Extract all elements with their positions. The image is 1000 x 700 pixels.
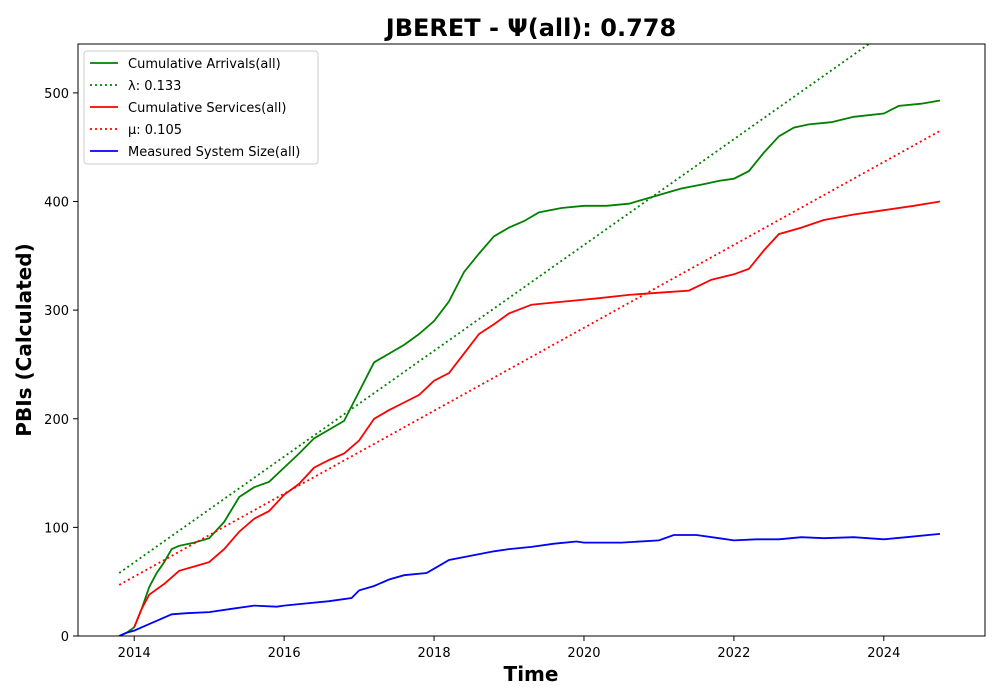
- y-tick-label: 300: [44, 304, 69, 319]
- x-tick-label: 2022: [717, 646, 750, 661]
- plot-area: [118, 44, 941, 636]
- x-tick-label: 2024: [867, 646, 900, 661]
- x-tick-label: 2016: [268, 646, 301, 661]
- series-line-3: [118, 130, 941, 586]
- legend-label-2: Cumulative Services(all): [128, 101, 286, 116]
- series-line-0: [118, 99, 941, 636]
- y-tick-label: 500: [44, 87, 69, 102]
- x-tick-label: 2018: [418, 646, 451, 661]
- legend-label-1: λ: 0.133: [128, 79, 181, 94]
- y-axis-label: PBIs (Calculated): [12, 243, 36, 436]
- legend-label-3: μ: 0.105: [128, 123, 182, 138]
- legend-box: [83, 50, 319, 165]
- plot-frame: [77, 43, 986, 637]
- x-axis-label: Time: [504, 662, 559, 686]
- series-line-4: [118, 533, 941, 636]
- y-tick-label: 400: [44, 196, 69, 211]
- y-axis-ticks: 0 100 200 300 400 500: [44, 87, 78, 645]
- legend-label-0: Cumulative Arrivals(all): [128, 57, 281, 72]
- y-tick-label: 200: [44, 413, 69, 428]
- y-tick-label: 100: [44, 521, 69, 536]
- x-axis-ticks: 2014 2016 2018 2020 2022 2024: [118, 636, 900, 661]
- chart-title: JBERET - Ψ(all): 0.778: [384, 14, 676, 42]
- x-tick-label: 2014: [118, 646, 151, 661]
- legend-label-4: Measured System Size(all): [128, 145, 300, 160]
- x-tick-label: 2020: [567, 646, 600, 661]
- legend: Cumulative Arrivals(all) λ: 0.133 Cumulati…: [83, 50, 319, 165]
- y-tick-label: 0: [61, 630, 69, 645]
- series-line-2: [133, 200, 941, 628]
